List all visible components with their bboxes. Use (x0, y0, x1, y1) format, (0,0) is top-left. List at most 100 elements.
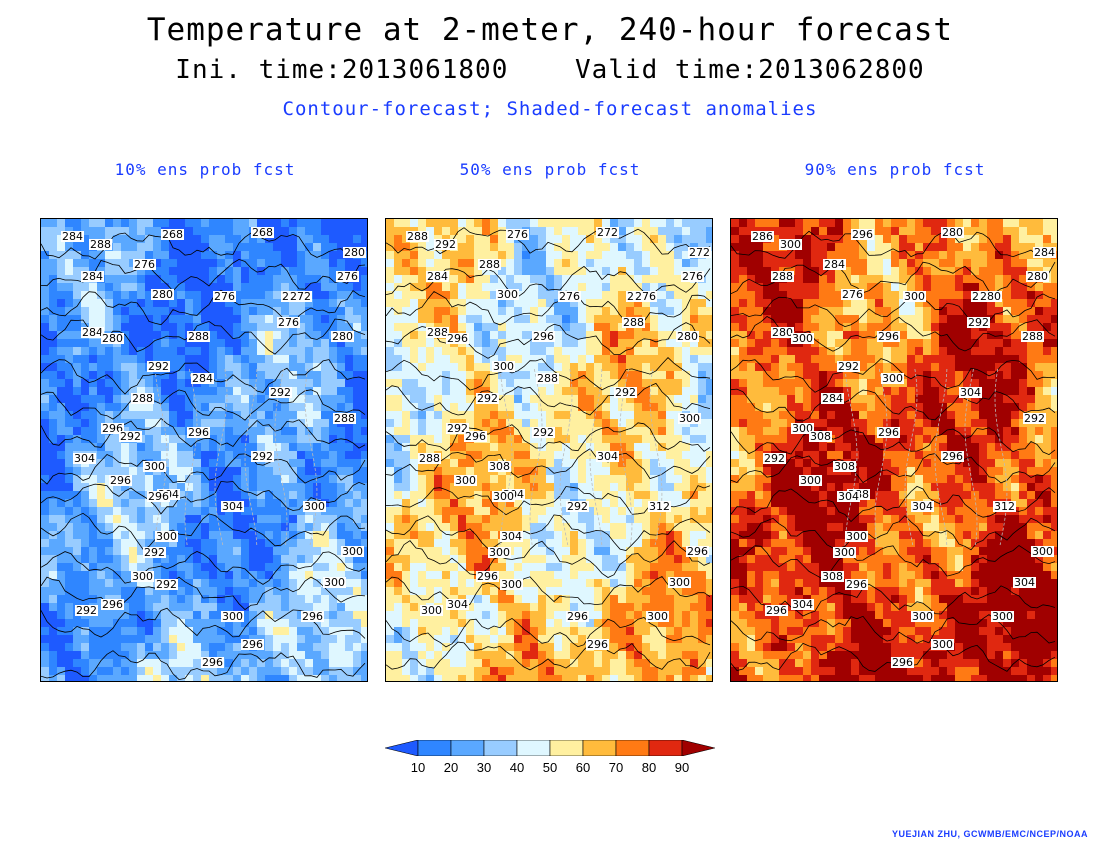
contour-label: 304 (500, 530, 523, 543)
contour-label: 300 (991, 610, 1014, 623)
contour-line (731, 583, 1056, 617)
contour-label: 288 (406, 230, 429, 243)
colorbar-tick: 10 (410, 760, 426, 775)
contour-line (41, 232, 366, 260)
contour-label: 300 (323, 576, 346, 589)
contour-label: 280 (979, 290, 1002, 303)
contour-label: 276 (841, 288, 864, 301)
contour-label: 308 (833, 460, 856, 473)
colorbar-segment (615, 740, 650, 756)
colorbar-segment (648, 740, 683, 756)
contour-label: 280 (676, 330, 699, 343)
contour-label: 296 (877, 426, 900, 439)
contour-label: 292 (147, 360, 170, 373)
map-panel-10: 2842882762682682802762722842802762722802… (40, 218, 368, 682)
contour-label: 296 (241, 638, 264, 651)
contour-label: 288 (333, 412, 356, 425)
colorbar-tick: 50 (542, 760, 558, 775)
contour-label: 312 (993, 500, 1016, 513)
colorbar-segment (385, 740, 419, 756)
contour-line (731, 388, 1056, 422)
contour-label: 288 (426, 326, 449, 339)
colorbar-tick: 40 (509, 760, 525, 775)
contour-label: 304 (446, 598, 469, 611)
contour-label: 276 (506, 228, 529, 241)
map-panel-90: 2863002842962802842802782882763002802882… (730, 218, 1058, 682)
boundary-line (994, 368, 1008, 546)
boundary-line (304, 368, 318, 546)
contour-line (41, 512, 366, 550)
contour-label: 300 (791, 332, 814, 345)
contour-label: 292 (143, 546, 166, 559)
contour-label: 272 (688, 246, 711, 259)
contour-label: 292 (434, 238, 457, 251)
contour-label: 296 (109, 474, 132, 487)
contour-label: 308 (809, 430, 832, 443)
contour-label: 300 (911, 610, 934, 623)
contour-label: 276 (681, 270, 704, 283)
contour-line (41, 417, 366, 449)
contour-label: 284 (191, 372, 214, 385)
contour-line (731, 261, 1056, 295)
colorbar-segment (450, 740, 485, 756)
contour-label: 300 (496, 288, 519, 301)
contour-label: 292 (967, 316, 990, 329)
contour-line (386, 617, 711, 648)
boundary-line (649, 368, 663, 546)
contour-label: 304 (73, 452, 96, 465)
credit: YUEJIAN ZHU, GCWMB/EMC/NCEP/NOAA (891, 829, 1088, 839)
contour-label: 300 (646, 610, 669, 623)
contour-label: 296 (101, 598, 124, 611)
contour-label: 288 (89, 238, 112, 251)
contour-label: 300 (668, 576, 691, 589)
contour-label: 276 (634, 290, 657, 303)
contour-label: 300 (678, 412, 701, 425)
contour-label: 296 (586, 638, 609, 651)
contour-label: 296 (877, 330, 900, 343)
legend-note: Contour-forecast; Shaded-forecast anomal… (282, 98, 818, 120)
contour-label: 300 (492, 360, 515, 373)
contour-label: 300 (221, 610, 244, 623)
contour-label: 288 (131, 392, 154, 405)
colorbar-tick: 80 (641, 760, 657, 775)
contour-line (41, 576, 366, 611)
contour-label: 304 (911, 500, 934, 513)
contour-label: 292 (566, 500, 589, 513)
contour-label: 300 (779, 238, 802, 251)
contour-label: 284 (81, 270, 104, 283)
contour-label: 288 (187, 330, 210, 343)
boundary-line (559, 368, 573, 546)
contour-label: 288 (771, 270, 794, 283)
contour-line (386, 575, 711, 607)
contour-label: 292 (446, 422, 469, 435)
panel-title-10: 10% ens prob fcst (114, 160, 296, 179)
contour-label: 300 (420, 604, 443, 617)
contour-line (41, 551, 366, 585)
contour-label: 280 (343, 246, 366, 259)
contour-label: 292 (476, 392, 499, 405)
contour-label: 304 (837, 490, 860, 503)
colorbar-tick: 30 (476, 760, 492, 775)
contour-line (41, 650, 366, 681)
panel-title-50: 50% ens prob fcst (459, 160, 641, 179)
contour-label: 280 (101, 332, 124, 345)
boundary-line (214, 368, 228, 546)
colorbar-segment (681, 740, 715, 756)
contour-label: 300 (931, 638, 954, 651)
contour-label: 308 (821, 570, 844, 583)
contour-label: 304 (959, 386, 982, 399)
contour-line (386, 540, 711, 578)
contour-label: 292 (614, 386, 637, 399)
contour-label: 276 (133, 258, 156, 271)
contour-label: 288 (536, 372, 559, 385)
contour-line (386, 227, 711, 255)
contour-line (386, 514, 711, 551)
contour-line (731, 614, 1056, 644)
contour-label: 296 (147, 490, 170, 503)
contour-label: 292 (119, 430, 142, 443)
colorbar-labels: 10 20 30 40 50 60 70 80 90 (385, 760, 715, 778)
colorbar-tick: 90 (674, 760, 690, 775)
colorbar-tick: 20 (443, 760, 459, 775)
colorbar (385, 740, 715, 756)
contour-label: 292 (532, 426, 555, 439)
